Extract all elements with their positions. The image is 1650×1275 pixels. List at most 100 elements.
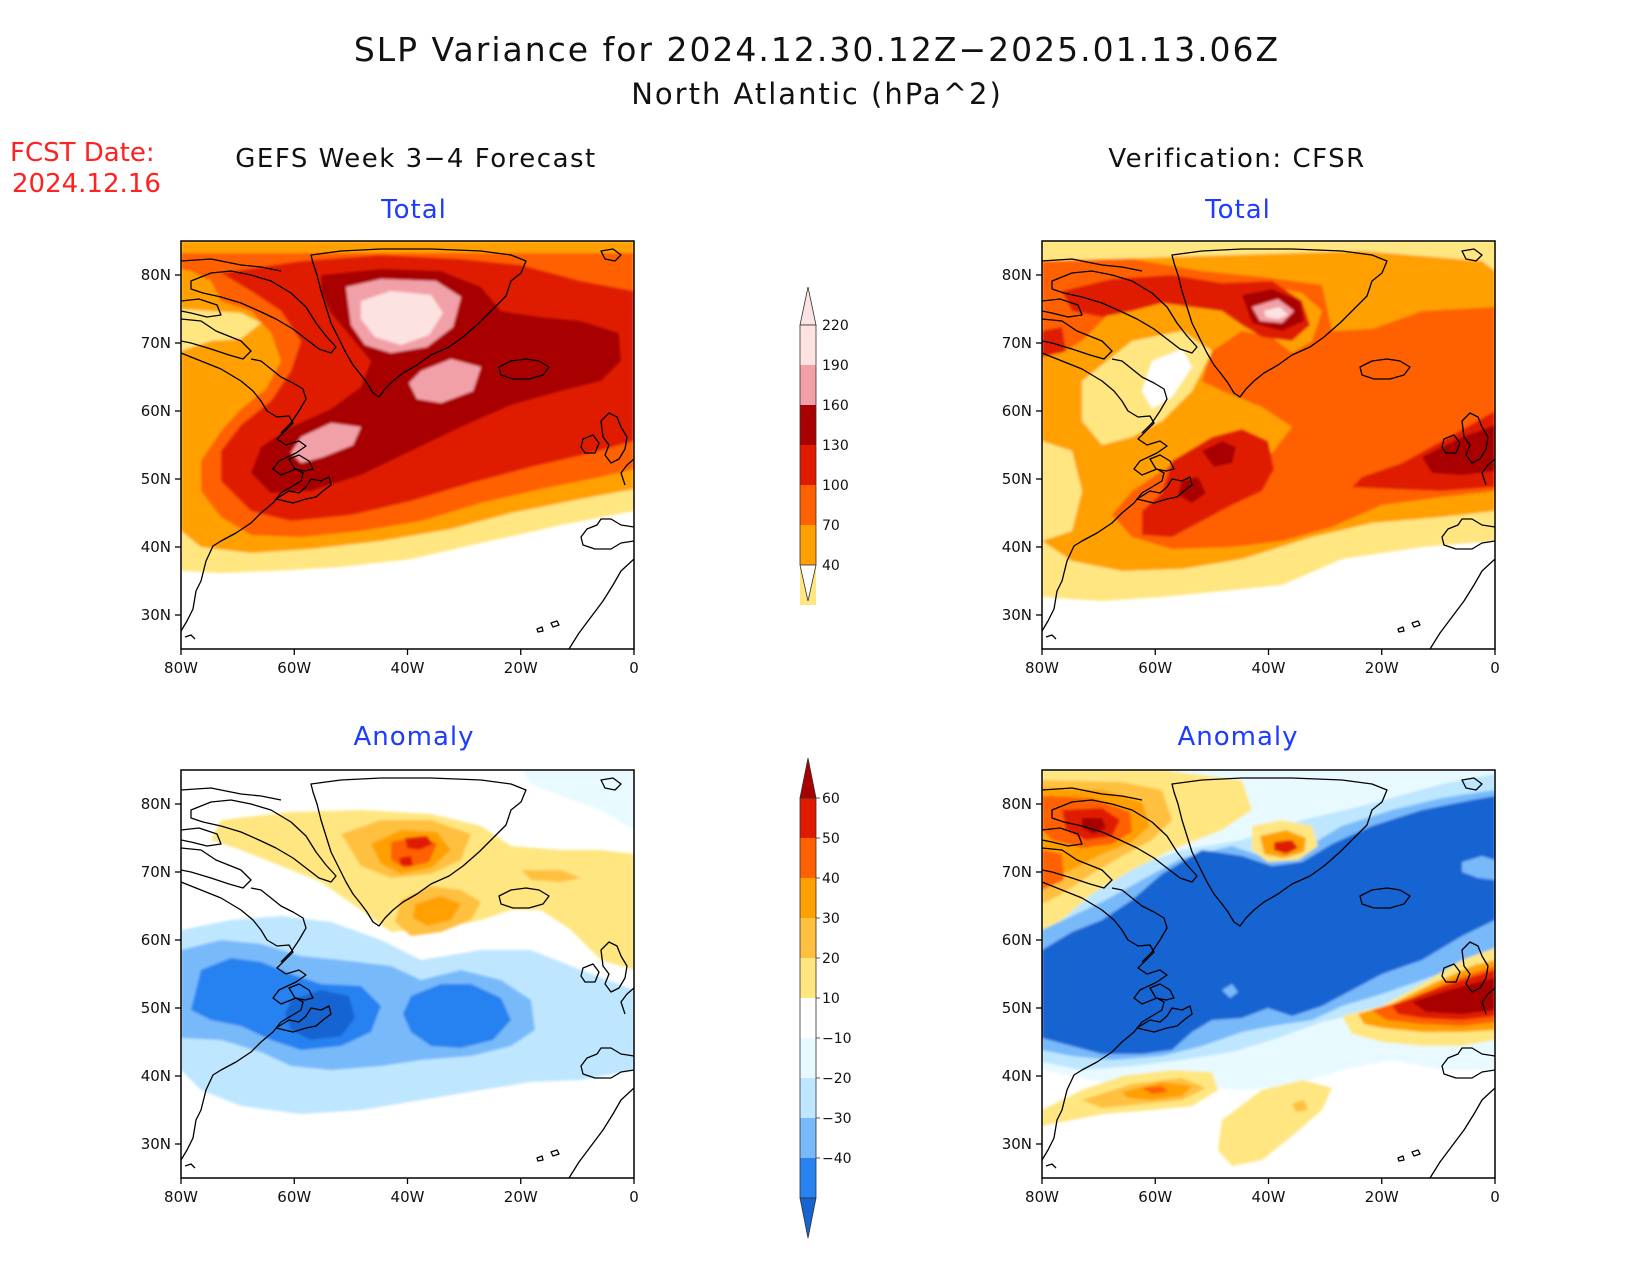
colorbar-total-frame [799, 324, 817, 566]
verification-anomaly-lon-label: 40W [1252, 1188, 1286, 1206]
verification-anomaly-lat-label: 70N [1002, 863, 1032, 881]
forecast-column-title: GEFS Week 3−4 Forecast [235, 144, 597, 174]
colorbar-anomaly-label: 40 [822, 871, 840, 887]
forecast-total-lat-label: 40N [141, 538, 171, 556]
contour-40-70-hole-b [1042, 441, 1082, 541]
contour-160-190-d [1422, 425, 1495, 475]
contour-130-160 [1062, 275, 1310, 341]
colorbar-anomaly-swatch [800, 1118, 816, 1158]
contour-pos-10-20-top [521, 770, 634, 830]
forecast-total-lat-label: 60N [141, 402, 171, 420]
colorbar-total-swatch [800, 365, 816, 405]
contour-pos-60-nw [1082, 818, 1106, 834]
colorbar-anomaly-swatch [800, 838, 816, 878]
colorbar-total-swatch [800, 485, 816, 525]
colorbar-total-label: 100 [822, 478, 849, 494]
verification-total-lat-label: 50N [1002, 470, 1032, 488]
verification-anomaly-lat-label: 40N [1002, 1067, 1032, 1085]
verification-total-lon-label: 40W [1252, 659, 1286, 677]
contour-220-plus [361, 291, 443, 345]
verification-total-title: Total [1204, 195, 1271, 225]
colorbar-anomaly-label: −40 [822, 1151, 852, 1167]
colorbar-anomaly-swatch [800, 1158, 816, 1198]
colorbar-anomaly-bottom-tip [799, 1197, 817, 1239]
contour-50-60-b [399, 856, 413, 866]
verification-anomaly-lon-label: 0 [1490, 1188, 1500, 1206]
contour-220-plus [1264, 307, 1288, 319]
forecast-anomaly-lat-label: 80N [141, 795, 171, 813]
verification-anomaly-map [1041, 769, 1496, 1179]
colorbar-anomaly-swatch [800, 998, 816, 1038]
forecast-total-lon-label: 0 [629, 659, 639, 677]
contour-190-220-b [409, 359, 481, 403]
forecast-anomaly-lat-label: 30N [141, 1135, 171, 1153]
colorbar-total-swatch [800, 445, 816, 485]
forecast-anomaly-lat-label: 50N [141, 999, 171, 1017]
verification-anomaly-lon-label: 80W [1025, 1188, 1059, 1206]
contour-130-160-b [1142, 429, 1274, 537]
colorbar-total-swatch [800, 325, 816, 365]
figure-subtitle: North Atlantic (hPa^2) [631, 77, 1003, 111]
forecast-total-lon-label: 60W [277, 659, 311, 677]
forecast-anomaly-title: Anomaly [353, 722, 474, 752]
forecast-total-lon-label: 20W [504, 659, 538, 677]
forecast-total-map [180, 240, 635, 650]
colorbar-total-top-tip [799, 286, 817, 326]
forecast-total-lon-label: 40W [391, 659, 425, 677]
forecast-anomaly-lat-label: 40N [141, 1067, 171, 1085]
colorbar-total-swatch [800, 525, 816, 565]
colorbar-anomaly-label: −10 [822, 1031, 852, 1047]
verification-anomaly-lat-label: 80N [1002, 795, 1032, 813]
colorbar-anomaly-label: 50 [822, 831, 840, 847]
forecast-total-lat-label: 80N [141, 266, 171, 284]
colorbar-anomaly-swatch [800, 798, 816, 838]
contour-neg-spot [1222, 984, 1238, 998]
contour-10-20-band [521, 870, 581, 882]
colorbar-total-swatch [800, 405, 816, 445]
forecast-total-lat-label: 50N [141, 470, 171, 488]
verification-anomaly-lon-label: 20W [1365, 1188, 1399, 1206]
colorbar-anomaly: 60 50 40 30 20 10 −10 −20 −30 −40 [799, 757, 852, 1239]
forecast-anomaly-lon-label: 60W [277, 1188, 311, 1206]
verification-total-lon-label: 20W [1365, 659, 1399, 677]
colorbar-total-label: 220 [822, 318, 849, 334]
contour-neg-20-hole [1462, 856, 1495, 880]
colorbar-total-label: 70 [822, 518, 840, 534]
forecast-anomaly-lon-label: 40W [391, 1188, 425, 1206]
verification-total-lat-label: 60N [1002, 402, 1032, 420]
verification-total-lat-label: 80N [1002, 266, 1032, 284]
contour-pos-40-50-nw-b [1042, 850, 1064, 890]
verification-total-lat-label: 70N [1002, 334, 1032, 352]
contour-neg-30-40-b [403, 984, 511, 1048]
forecast-total-title: Total [380, 195, 447, 225]
contour-pos-sub-d [1142, 1086, 1168, 1094]
colorbar-total-bottom-tip [799, 564, 817, 602]
forecast-total-lat-label: 70N [141, 334, 171, 352]
colorbar-anomaly-top-tip [799, 757, 817, 799]
contour-190-220-c [291, 423, 361, 463]
verification-anomaly-lat-label: 30N [1002, 1135, 1032, 1153]
forecast-anomaly-map [180, 769, 635, 1179]
contour-50-60 [405, 836, 433, 850]
colorbar-anomaly-swatch [800, 958, 816, 998]
colorbar-anomaly-label: 20 [822, 951, 840, 967]
contour-160-190-b [1202, 441, 1236, 467]
forecast-anomaly-lon-label: 80W [164, 1188, 198, 1206]
colorbar-total-label: 190 [822, 358, 849, 374]
colorbar-anomaly-label: 10 [822, 991, 840, 1007]
colorbar-anomaly-swatch [800, 1078, 816, 1118]
forecast-anomaly-lon-label: 20W [504, 1188, 538, 1206]
contour-pos-uk-e [1412, 978, 1495, 1014]
forecast-anomaly-lat-label: 60N [141, 931, 171, 949]
colorbar-anomaly-swatch [800, 918, 816, 958]
contour-pos-south-b [1292, 1100, 1308, 1112]
colorbar-total-label: 130 [822, 438, 849, 454]
forecast-anomaly-lon-label: 0 [629, 1188, 639, 1206]
colorbar-anomaly-swatch [800, 878, 816, 918]
contour-130-160-d [1042, 327, 1066, 357]
fcst-date-label: FCST Date: [10, 138, 155, 168]
contour-30-40-b [413, 896, 461, 926]
verification-anomaly-lat-label: 50N [1002, 999, 1032, 1017]
verification-total-lat-label: 30N [1002, 606, 1032, 624]
